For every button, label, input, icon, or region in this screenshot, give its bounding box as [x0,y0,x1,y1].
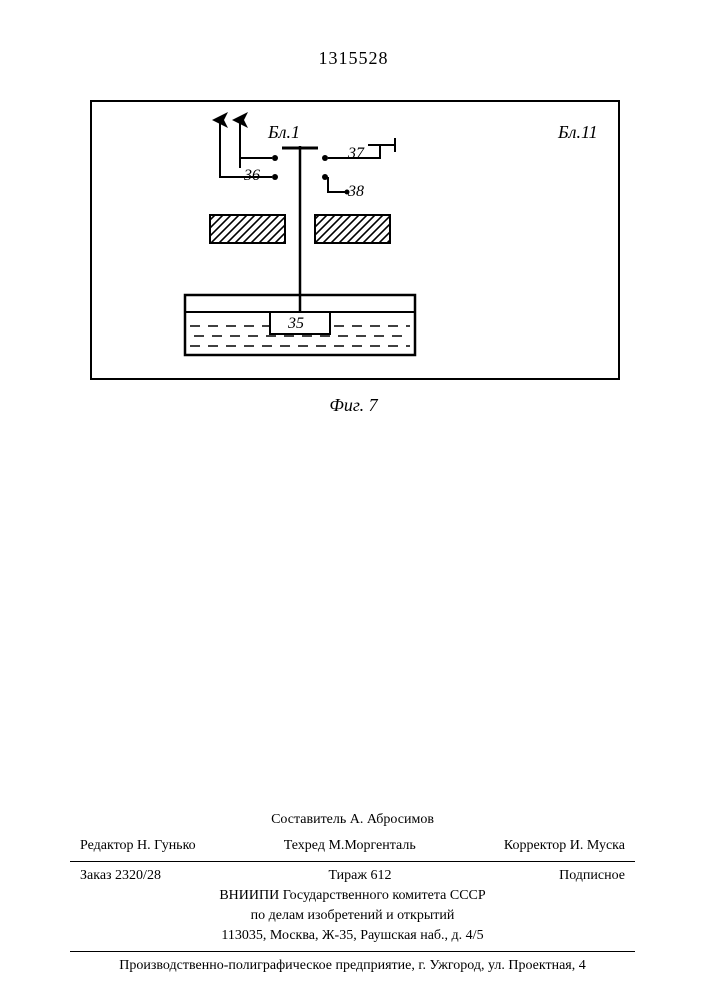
footer-corrector: Корректор И. Муска [504,836,625,856]
footer-tirazh: Тираж 612 [328,866,391,886]
footer-rule-2 [70,951,635,952]
diagram-svg: Бл.1 Бл.11 36 37 38 35 [90,100,620,380]
label-38: 38 [347,183,364,200]
footer-compiler: Составитель А. Абросимов [70,810,635,830]
figure-7: Бл.1 Бл.11 36 37 38 35 [90,100,620,380]
footer-techred: Техред М.Моргенталь [284,836,416,856]
label-36: 36 [243,167,260,184]
footer-institution-3: 113035, Москва, Ж-35, Раушская наб., д. … [70,926,635,946]
wire-4 [328,177,347,192]
page: 1315528 [0,0,707,1000]
footer-order: Заказ 2320/28 [80,866,161,886]
contact-3 [322,155,328,161]
footer-institution-1: ВНИИПИ Государственного комитета СССР [70,886,635,906]
footer-credits-row: Редактор Н. Гунько Техред М.Моргенталь К… [70,836,635,856]
figure-caption: Фиг. 7 [0,395,707,416]
footer-editor: Редактор Н. Гунько [80,836,196,856]
contact-2 [272,174,278,180]
contact-4 [322,174,328,180]
hatched-block-right [315,215,390,243]
footer: Составитель А. Абросимов Редактор Н. Гун… [70,810,635,976]
label-bl11: Бл.11 [557,122,598,142]
footer-order-row: Заказ 2320/28 Тираж 612 Подписное [70,866,635,886]
contact-1 [272,155,278,161]
label-37: 37 [347,145,365,162]
label-35: 35 [287,315,304,332]
label-bl1: Бл.1 [267,122,300,142]
footer-printer: Производственно-полиграфическое предприя… [70,956,635,976]
hatched-block-left [210,215,285,243]
footer-institution-2: по делам изобретений и открытий [70,906,635,926]
document-number: 1315528 [0,48,707,69]
footer-podpisnoe: Подписное [559,866,625,886]
footer-rule-1 [70,861,635,862]
